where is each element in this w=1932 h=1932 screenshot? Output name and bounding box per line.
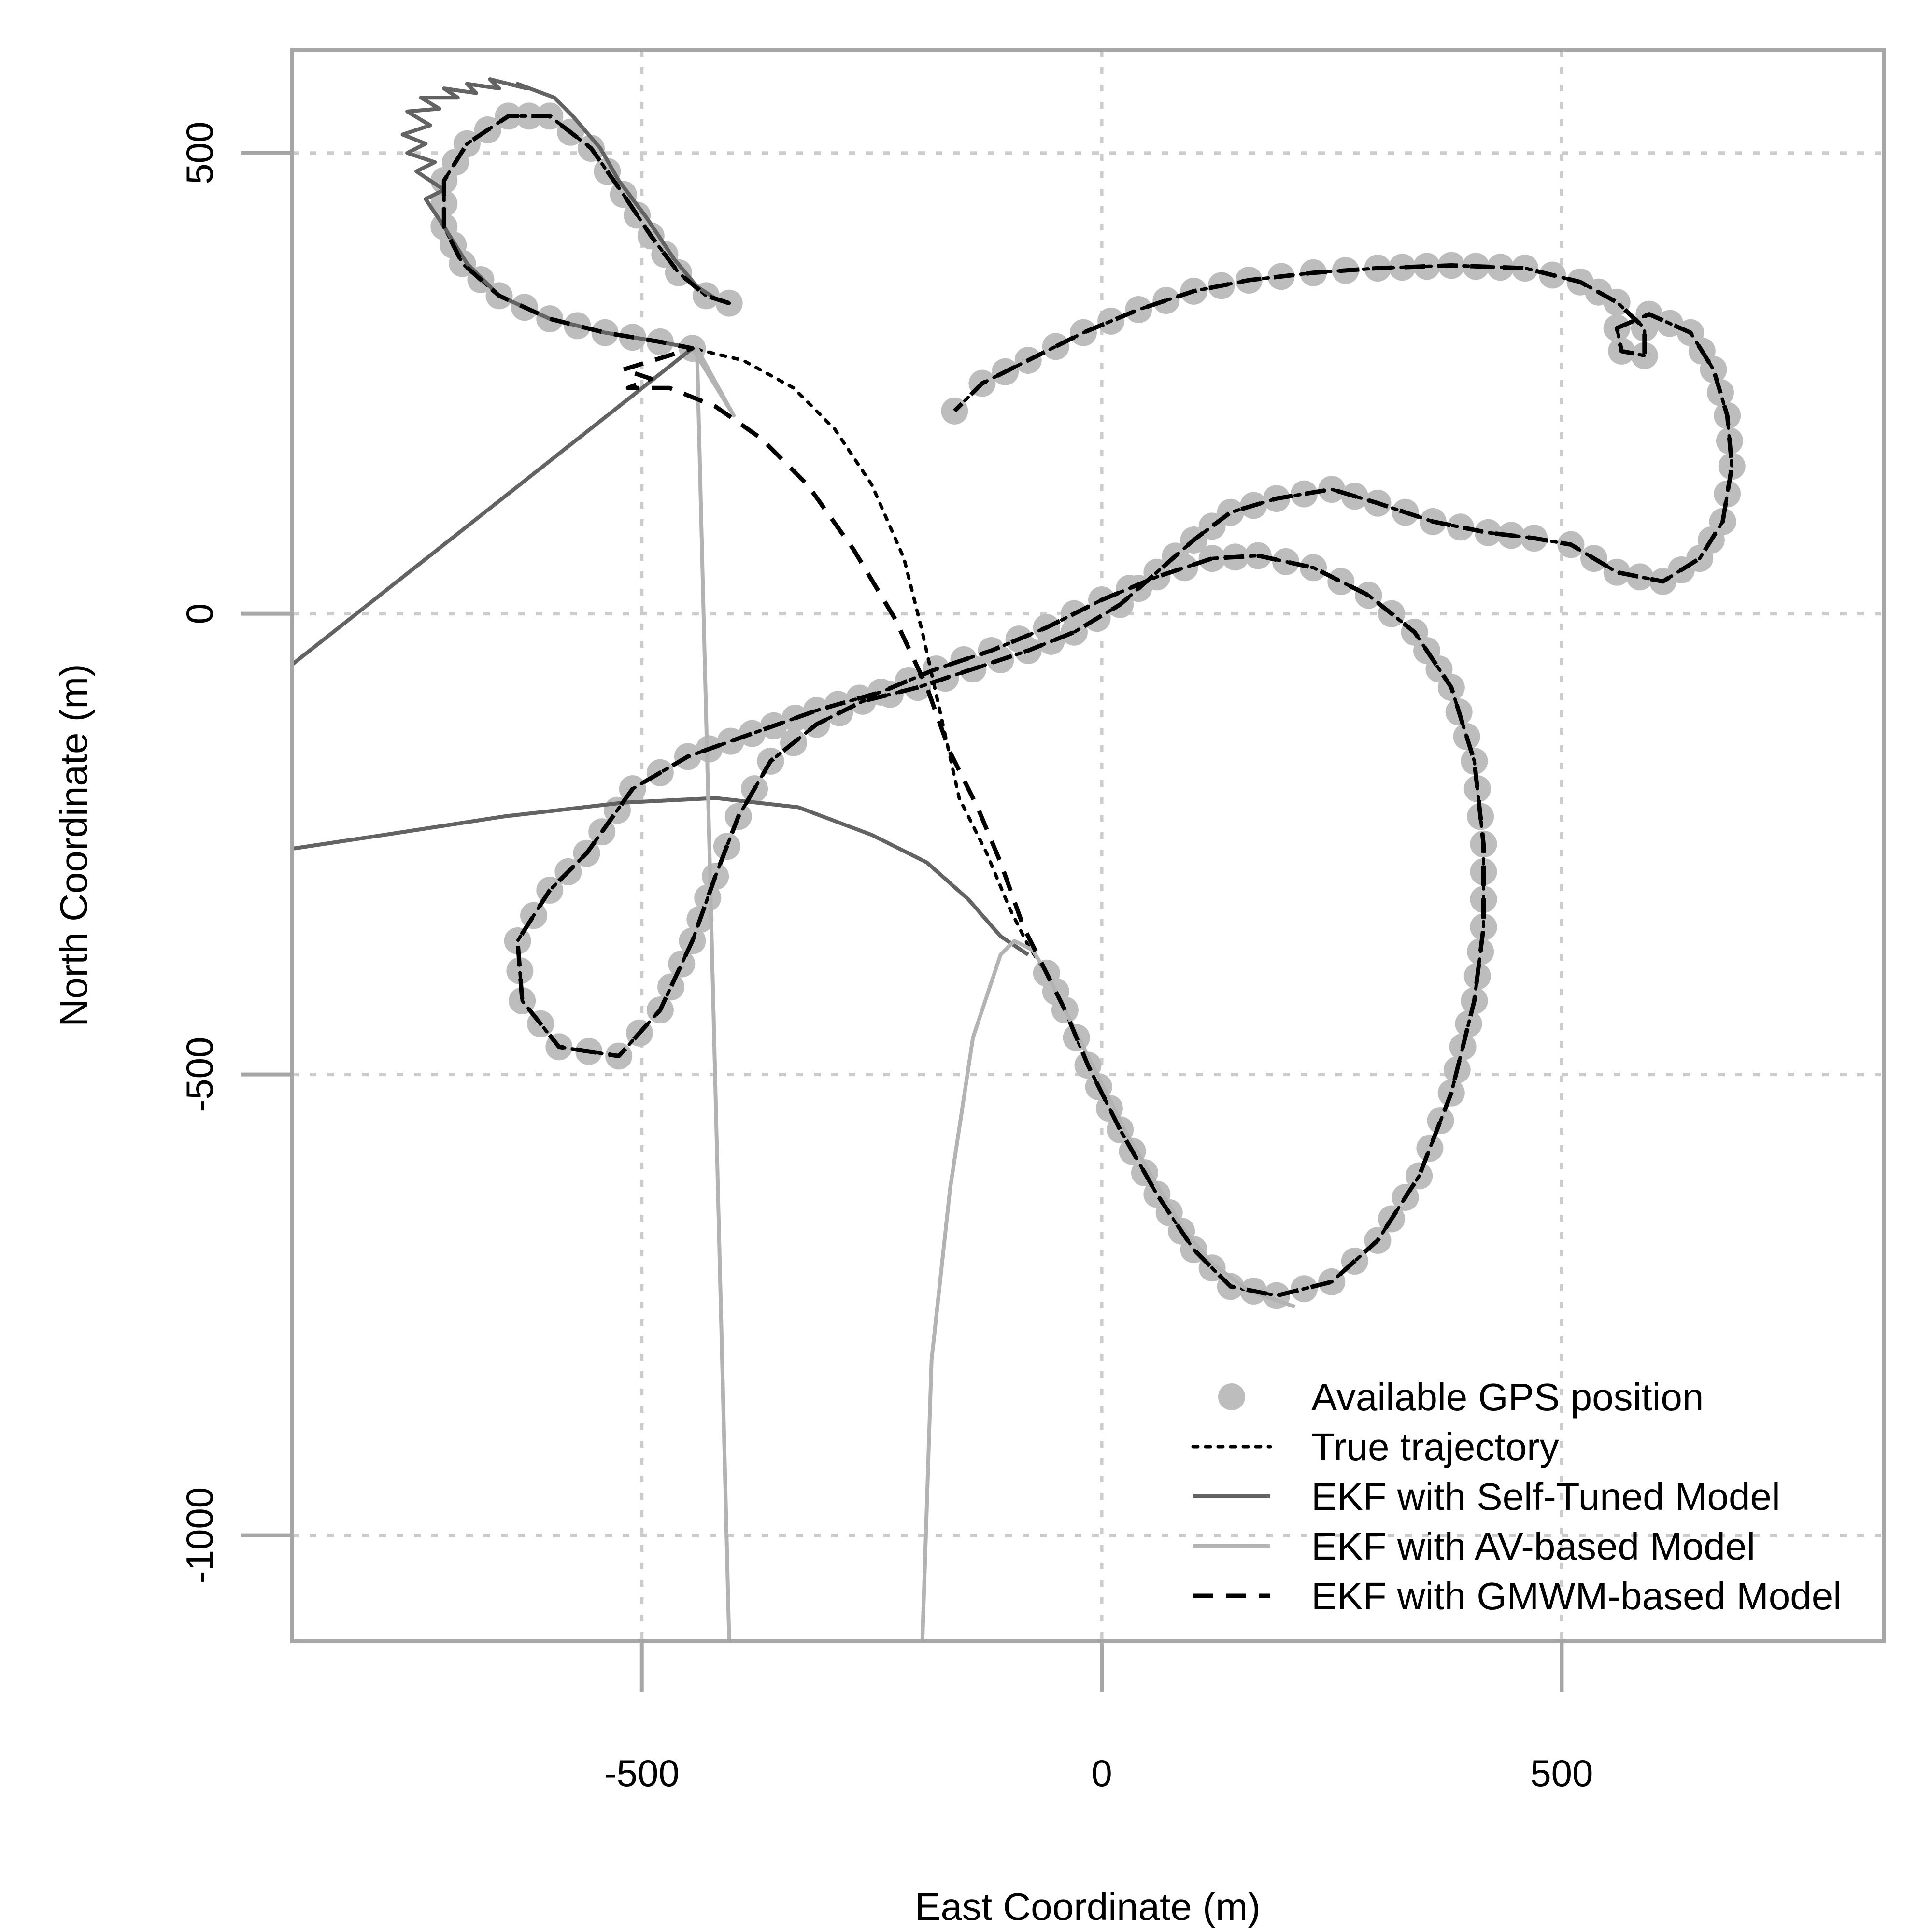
series-2-line-1 [400, 77, 730, 351]
series-4-line-0 [441, 114, 1734, 1298]
legend-swatch [1218, 1383, 1245, 1410]
gps-point [1327, 568, 1355, 595]
plot-frame [290, 48, 1886, 1643]
series-1 [442, 114, 1734, 1297]
axes: -500 0 500 500 0 -500 -1000 [178, 122, 1593, 1794]
series-0 [430, 102, 1746, 1309]
legend-item: EKF with GMWM-based Model [1193, 1575, 1842, 1618]
legend-item: EKF with AV-based Model [1193, 1525, 1755, 1568]
y-tick-label-0: 500 [178, 122, 221, 185]
gps-point [430, 190, 458, 217]
gps-point [1626, 563, 1654, 591]
gps-point [657, 973, 685, 1001]
legend-item: Available GPS position [1218, 1376, 1704, 1419]
y-tick-label-3: -1000 [178, 1487, 221, 1584]
gps-point [506, 957, 534, 984]
gps-point [1447, 513, 1474, 541]
series-2-line-0 [292, 347, 694, 666]
series-2 [292, 77, 1029, 956]
gps-point [1603, 558, 1631, 586]
y-axis-title: North Coordinate (m) [52, 664, 95, 1026]
gps-point [1714, 480, 1741, 508]
x-tick-label-2: 500 [1530, 1752, 1593, 1794]
legend: Available GPS position True trajectory EKF… [1191, 1376, 1842, 1618]
gps-point [739, 720, 766, 747]
gps-point [1291, 480, 1318, 508]
series-layer [292, 77, 1746, 1641]
x-tick-label-1: 0 [1091, 1752, 1112, 1794]
gps-point [1416, 1135, 1444, 1162]
legend-label: EKF with Self-Tuned Model [1311, 1475, 1780, 1518]
legend-item: EKF with Self-Tuned Model [1193, 1475, 1780, 1518]
series-4 [441, 114, 1734, 1298]
gps-point [515, 102, 543, 130]
legend-label: EKF with GMWM-based Model [1311, 1575, 1842, 1618]
x-tick-label-0: -500 [604, 1752, 680, 1794]
legend-item: True trajectory [1191, 1425, 1559, 1468]
y-tick-label-1: 0 [178, 603, 221, 624]
series-2-line-2 [292, 796, 1029, 956]
legend-label: True trajectory [1311, 1425, 1559, 1468]
series-1-line-0 [442, 114, 1734, 1297]
gps-point [668, 950, 696, 978]
legend-label: EKF with AV-based Model [1311, 1525, 1755, 1568]
legend-label: Available GPS position [1311, 1376, 1704, 1419]
x-axis-title: East Coordinate (m) [915, 1885, 1261, 1928]
y-tick-label-2: -500 [178, 1037, 221, 1112]
gps-point [1125, 296, 1152, 324]
gps-point [1171, 554, 1198, 582]
gps-point [1700, 356, 1727, 384]
series-3-line-0 [691, 346, 736, 1641]
